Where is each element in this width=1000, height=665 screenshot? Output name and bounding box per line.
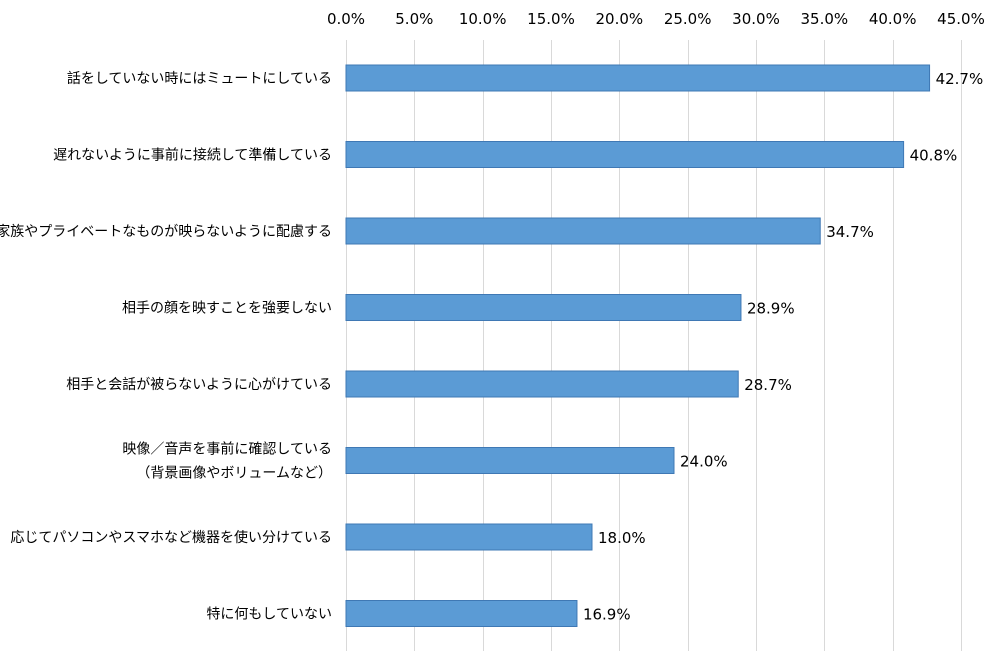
category-labels: 話をしていない時にはミュートにしている遅れないように事前に接続して準備している家…	[0, 70, 332, 623]
data-label: 18.0%	[598, 529, 646, 547]
x-tick-label: 10.0%	[459, 10, 507, 28]
data-label: 16.9%	[583, 606, 631, 624]
data-label: 28.7%	[744, 376, 792, 394]
x-tick-label: 0.0%	[327, 10, 365, 28]
category-label: （背景画像やボリュームなど）	[136, 466, 332, 482]
data-labels: 42.7% 40.8% 34.7% 28.9% 28.7% 24.0% 18.0% 16.9%	[583, 70, 983, 624]
grid-lines	[346, 40, 962, 651]
bar	[345, 370, 739, 398]
x-tick-label: 40.0%	[869, 10, 917, 28]
bar	[345, 141, 905, 168]
x-tick-label: 35.0%	[801, 10, 849, 28]
x-tick-label: 15.0%	[527, 10, 575, 28]
bar	[345, 523, 593, 551]
data-label: 24.0%	[680, 453, 728, 471]
category-label: 家族やプライベートなものが映らないように配慮する	[0, 223, 332, 240]
category-label: 特に何もしていない	[206, 607, 332, 623]
category-label: 応じてパソコンやスマホなど機器を使い分けている	[10, 529, 332, 546]
x-tick-label: 25.0%	[664, 10, 712, 28]
bar	[345, 64, 931, 92]
x-tick-label: 5.0%	[395, 10, 433, 28]
bar	[345, 600, 578, 627]
category-label: 相手と会話が被らないように心がけている	[66, 376, 332, 393]
data-label: 34.7%	[826, 223, 874, 241]
data-label: 40.8%	[910, 147, 958, 165]
x-axis-tick-labels: 0.0% 5.0% 10.0% 15.0% 20.0% 25.0% 30.0% 35.0% 40…	[327, 10, 985, 28]
category-label: 映像／音声を事前に確認している	[122, 441, 332, 458]
data-label: 28.9%	[747, 300, 795, 318]
x-tick-label: 30.0%	[732, 10, 780, 28]
bar	[345, 294, 742, 321]
bar	[345, 447, 675, 474]
x-tick-label: 20.0%	[596, 10, 644, 28]
x-tick-label: 45.0%	[937, 10, 985, 28]
category-label: 相手の顔を映すことを強要しない	[122, 301, 332, 317]
data-label: 42.7%	[936, 70, 984, 88]
category-label: 話をしていない時にはミュートにしている	[67, 70, 332, 87]
bar	[345, 217, 821, 245]
bars	[345, 64, 931, 627]
category-label: 遅れないように事前に接続して準備している	[53, 147, 332, 164]
